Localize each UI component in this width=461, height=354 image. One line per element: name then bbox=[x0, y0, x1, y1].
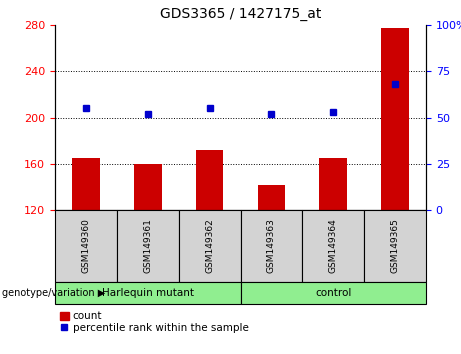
Legend: count, percentile rank within the sample: count, percentile rank within the sample bbox=[60, 311, 248, 333]
Text: GSM149362: GSM149362 bbox=[205, 219, 214, 273]
Text: GSM149361: GSM149361 bbox=[143, 218, 152, 273]
Bar bbox=[319, 158, 347, 210]
Text: GSM149360: GSM149360 bbox=[82, 218, 90, 273]
Bar bbox=[302, 210, 364, 282]
Text: GSM149364: GSM149364 bbox=[329, 219, 338, 273]
Text: GSM149365: GSM149365 bbox=[390, 218, 400, 273]
Bar bbox=[134, 164, 162, 210]
Bar bbox=[55, 210, 117, 282]
Bar bbox=[55, 282, 241, 304]
Bar bbox=[195, 150, 224, 210]
Text: genotype/variation ▶: genotype/variation ▶ bbox=[2, 288, 106, 298]
Bar bbox=[241, 282, 426, 304]
Text: Harlequin mutant: Harlequin mutant bbox=[102, 288, 194, 298]
Bar bbox=[364, 210, 426, 282]
Bar bbox=[117, 210, 179, 282]
Text: control: control bbox=[315, 288, 351, 298]
Title: GDS3365 / 1427175_at: GDS3365 / 1427175_at bbox=[160, 7, 321, 21]
Bar bbox=[179, 210, 241, 282]
Bar bbox=[72, 158, 100, 210]
Bar bbox=[381, 28, 409, 210]
Bar bbox=[241, 210, 302, 282]
Bar bbox=[258, 184, 285, 210]
Text: GSM149363: GSM149363 bbox=[267, 218, 276, 273]
